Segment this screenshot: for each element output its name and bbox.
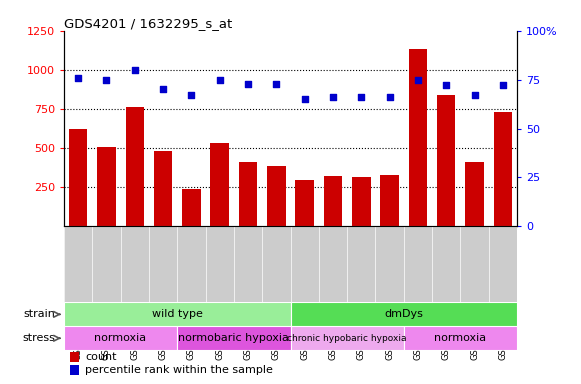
Text: normobaric hypoxia: normobaric hypoxia (178, 333, 289, 343)
Point (102, 76, 111, 83)
Point (272, 81, 281, 87)
Text: percentile rank within the sample: percentile rank within the sample (85, 365, 273, 375)
Bar (352, 177, 371, 226)
Bar (154, 151, 172, 226)
Bar (210, 143, 229, 226)
Bar (290, 303, 517, 326)
Point (300, 96, 309, 102)
Point (130, 67, 139, 73)
Bar (64, 326, 177, 350)
Point (159, 86, 168, 93)
Point (442, 83, 451, 89)
Point (215, 76, 224, 83)
Text: count: count (85, 352, 117, 362)
Point (498, 83, 508, 89)
Bar (324, 176, 342, 226)
Bar (437, 95, 456, 226)
Text: strain: strain (24, 310, 55, 319)
Bar (182, 189, 200, 226)
Point (357, 94, 366, 100)
Bar (97, 147, 116, 226)
Text: dmDys: dmDys (385, 310, 423, 319)
Bar (267, 166, 285, 226)
Point (73, 74, 83, 81)
Text: stress: stress (23, 333, 55, 343)
Text: chronic hypobaric hypoxia: chronic hypobaric hypoxia (288, 334, 407, 343)
Point (187, 92, 196, 98)
Point (470, 92, 479, 98)
Bar (64, 303, 290, 326)
Bar (177, 326, 290, 350)
Bar (494, 112, 512, 226)
Bar (296, 180, 314, 226)
Bar (69, 129, 87, 226)
Text: normoxia: normoxia (95, 333, 146, 343)
Point (413, 76, 422, 83)
Bar (404, 326, 517, 350)
Bar (409, 50, 427, 226)
Bar (381, 175, 399, 226)
Text: normoxia: normoxia (435, 333, 486, 343)
Bar (465, 162, 484, 226)
Bar (239, 162, 257, 226)
Point (385, 94, 394, 100)
Bar (70, 352, 80, 362)
Point (328, 94, 338, 100)
Bar (290, 326, 404, 350)
Bar (125, 108, 144, 226)
Text: GDS4201 / 1632295_s_at: GDS4201 / 1632295_s_at (64, 17, 232, 30)
Point (243, 81, 253, 87)
Text: wild type: wild type (152, 310, 203, 319)
Bar (70, 365, 80, 375)
